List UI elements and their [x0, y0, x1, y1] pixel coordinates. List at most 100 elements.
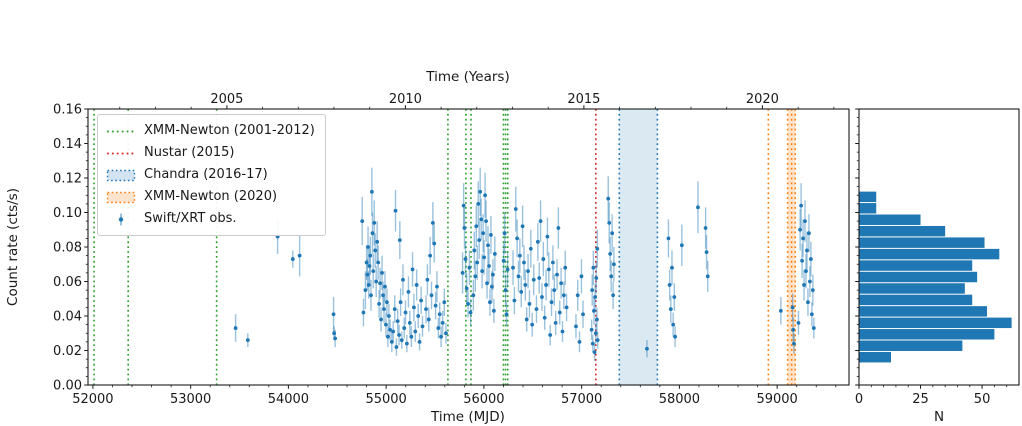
scatter-point — [670, 265, 674, 270]
scatter-point — [537, 276, 542, 280]
swift-xrt-errorbar-point-icon — [118, 213, 124, 225]
scatter-point — [522, 260, 526, 265]
xmm-2001-2012-dotted-line-icon — [107, 130, 135, 132]
scatter-point — [380, 270, 384, 275]
scatter-point — [501, 258, 506, 263]
legend-item-nustar: Nustar (2015) — [106, 143, 315, 163]
scatter-point — [442, 300, 447, 305]
scatter-point — [705, 274, 710, 279]
scatter-point — [371, 269, 376, 274]
scatter-point — [595, 338, 600, 343]
hist-bar — [859, 191, 877, 203]
scatter-point — [426, 317, 431, 322]
scatter-point — [381, 293, 385, 298]
year-tick-label: 2020 — [746, 92, 779, 107]
scatter-point — [511, 265, 515, 270]
scatter-point — [420, 324, 425, 329]
scatter-point — [486, 243, 490, 248]
scatter-point — [798, 227, 803, 232]
scatter-point — [490, 284, 494, 289]
scatter-point — [367, 264, 372, 268]
scatter-point — [483, 193, 487, 198]
legend-item-swift-xrt: Swift/XRT obs. — [106, 209, 315, 229]
scatter-point — [424, 307, 428, 311]
scatter-point — [800, 258, 804, 263]
scatter-point — [471, 293, 476, 298]
hist-bar — [859, 214, 921, 225]
scatter-point — [556, 226, 561, 230]
y-tick-label: 0.06 — [53, 275, 82, 290]
scatter-point — [383, 284, 387, 289]
scatter-point — [513, 207, 518, 211]
y-tick-label: 0.02 — [53, 344, 82, 359]
scatter-point — [437, 312, 442, 317]
scatter-point — [386, 314, 391, 318]
hist-bar — [859, 351, 891, 363]
scatter-point — [540, 295, 544, 299]
top-axis-label: Time (Years) — [425, 69, 509, 85]
year-tick-label: 2010 — [389, 92, 422, 107]
xmm-2020-shaded-patch-icon — [106, 191, 136, 203]
x-tick-label: 59000 — [756, 392, 797, 407]
hist-bar — [859, 237, 985, 248]
scatter-point — [368, 253, 373, 258]
scatter-point — [433, 303, 438, 308]
scatter-point — [790, 305, 795, 310]
x-tick-label: 57000 — [561, 392, 602, 407]
hist-x-tick-label: 0 — [855, 392, 863, 407]
scatter-point — [799, 203, 804, 208]
scatter-point — [612, 262, 616, 267]
scatter-point — [481, 231, 486, 236]
scatter-point — [366, 245, 370, 249]
scatter-point — [593, 331, 598, 336]
scatter-point — [398, 300, 403, 305]
scatter-point — [484, 219, 488, 224]
scatter-point — [579, 274, 584, 279]
patch-glyph — [106, 169, 136, 181]
scatter-point — [375, 239, 380, 244]
scatter-point — [401, 277, 405, 282]
hist-x-tick-label: 50 — [974, 392, 991, 407]
scatter-point — [805, 248, 809, 253]
scatter-point — [673, 334, 677, 339]
scatter-point — [807, 279, 812, 284]
scatter-point — [703, 226, 708, 230]
scatter-point — [474, 224, 479, 229]
scatter-point — [402, 326, 407, 330]
scatter-point — [389, 339, 394, 344]
scatter-point — [479, 217, 484, 222]
scatter-point — [575, 293, 580, 298]
scatter-point — [526, 269, 530, 274]
scatter-point — [806, 300, 810, 305]
x-tick-label: 56000 — [463, 392, 504, 407]
y-tick-label: 0.14 — [53, 137, 82, 152]
scatter-point — [807, 231, 811, 236]
scatter-point — [667, 283, 672, 287]
y-tick-label: 0.08 — [53, 241, 82, 256]
scatter-point — [589, 327, 594, 332]
scatter-point — [563, 265, 568, 270]
scatter-point — [436, 326, 441, 330]
scatter-point — [552, 288, 557, 293]
hist-bar — [859, 271, 978, 283]
scatter-point — [410, 267, 415, 272]
scatter-point — [534, 307, 539, 311]
scatter-point — [379, 317, 383, 322]
scatter-point — [503, 288, 508, 293]
scatter-point — [466, 302, 470, 306]
scatter-point — [559, 281, 564, 286]
x-tick-label: 58000 — [659, 392, 700, 407]
scatter-point — [382, 307, 386, 311]
scatter-point — [331, 312, 336, 317]
scatter-point — [399, 338, 404, 343]
scatter-point — [546, 267, 551, 272]
scatter-point — [548, 333, 553, 337]
legend: XMM-Newton (2001-2012) Nustar (2015) Cha… — [97, 114, 326, 236]
scatter-point — [492, 252, 497, 256]
scatter-point — [527, 302, 532, 306]
scatter-point — [608, 252, 613, 256]
scatter-point — [414, 283, 419, 287]
scatter-point — [549, 300, 554, 305]
